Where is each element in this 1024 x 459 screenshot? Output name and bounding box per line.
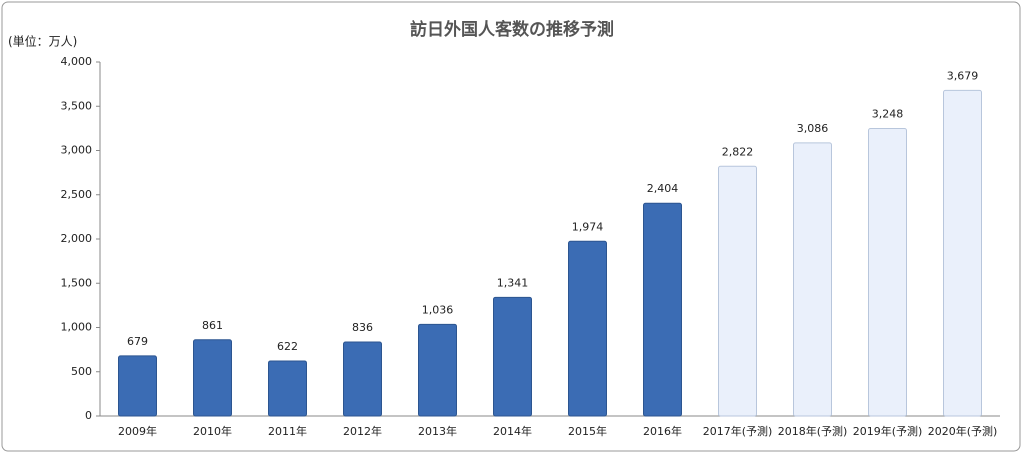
y-tick-label: 1,000 bbox=[61, 321, 93, 334]
chart-frame bbox=[1, 1, 1021, 452]
bar bbox=[118, 355, 157, 417]
data-label: 2,822 bbox=[722, 145, 754, 158]
bar bbox=[943, 89, 982, 417]
data-label: 1,036 bbox=[422, 303, 454, 316]
x-tick-label: 2015年 bbox=[568, 424, 607, 438]
y-tick-label: 2,500 bbox=[61, 188, 93, 201]
data-label: 2,404 bbox=[647, 182, 679, 195]
bar bbox=[193, 339, 232, 417]
bar bbox=[718, 165, 757, 417]
x-tick-label: 2009年 bbox=[118, 424, 157, 438]
bar bbox=[343, 341, 382, 417]
bar bbox=[418, 323, 457, 417]
data-label: 1,341 bbox=[497, 276, 529, 289]
x-tick-label: 2014年 bbox=[493, 424, 532, 438]
data-label: 3,086 bbox=[797, 122, 829, 135]
y-tick-label: 4,000 bbox=[61, 55, 93, 68]
x-tick-label: 2019年(予測) bbox=[853, 424, 923, 438]
x-tick-label: 2017年(予測) bbox=[703, 424, 773, 438]
y-tick-label: 0 bbox=[85, 409, 92, 422]
x-tick-label: 2016年 bbox=[643, 424, 682, 438]
y-tick-label: 3,500 bbox=[61, 99, 93, 112]
x-tick-label: 2010年 bbox=[193, 424, 232, 438]
x-tick-label: 2012年 bbox=[343, 424, 382, 438]
bar bbox=[793, 142, 832, 417]
unit-label: (単位：万人) bbox=[8, 34, 77, 49]
data-label: 3,248 bbox=[872, 108, 904, 121]
x-tick-label: 2011年 bbox=[268, 424, 307, 438]
x-tick-label: 2020年(予測) bbox=[928, 424, 998, 438]
data-label: 836 bbox=[352, 321, 373, 334]
x-tick-label: 2018年(予測) bbox=[778, 424, 848, 438]
y-tick-label: 3,000 bbox=[61, 144, 93, 157]
data-label: 861 bbox=[202, 319, 223, 332]
data-label: 679 bbox=[127, 335, 148, 348]
chart-title: 訪日外国人客数の推移予測 bbox=[410, 19, 614, 40]
bar bbox=[643, 202, 682, 417]
data-label: 3,679 bbox=[947, 69, 979, 82]
bar bbox=[568, 240, 607, 417]
y-tick-label: 1,500 bbox=[61, 276, 93, 289]
y-tick-label: 500 bbox=[71, 365, 92, 378]
data-label: 1,974 bbox=[572, 220, 604, 233]
y-tick-label: 2,000 bbox=[61, 232, 93, 245]
data-label: 622 bbox=[277, 340, 298, 353]
bar bbox=[268, 360, 307, 417]
bar bbox=[868, 128, 907, 417]
x-tick-label: 2013年 bbox=[418, 424, 457, 438]
bar bbox=[493, 296, 532, 417]
